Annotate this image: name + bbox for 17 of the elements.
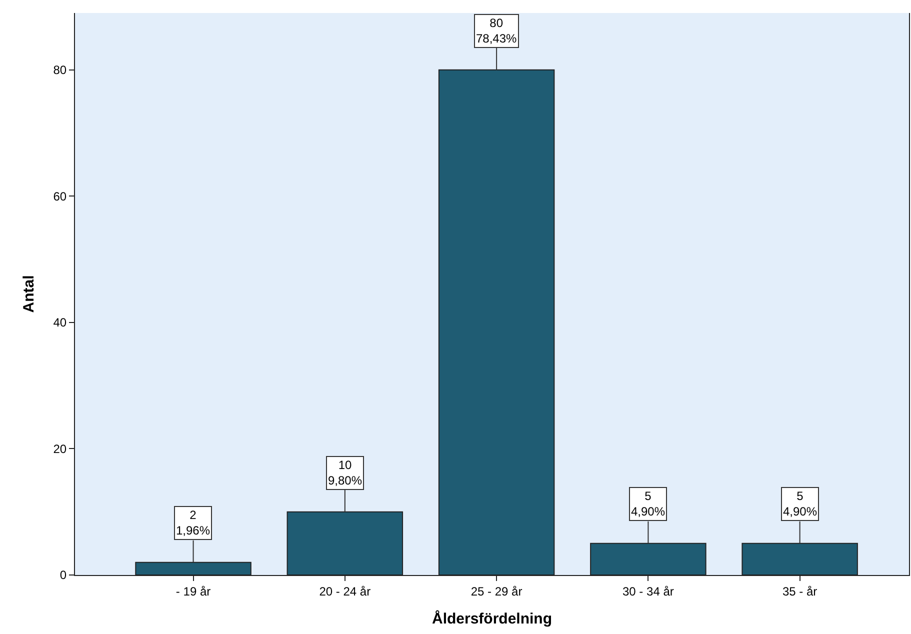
x-tick-label: 30 - 34 år [622, 584, 674, 598]
y-tick-label: 40 [53, 316, 67, 330]
x-tick-label: 25 - 29 år [470, 584, 522, 598]
y-tick-label: 20 [53, 442, 67, 456]
x-axis-title: Åldersfördelning [432, 609, 552, 628]
data-label: 5 4,90% [783, 489, 818, 519]
data-label: 5 4,90% [631, 489, 666, 519]
x-tick-label: 35 - år [782, 584, 818, 598]
y-tick-label: 60 [53, 189, 67, 204]
y-tick-label: 0 [60, 568, 67, 582]
x-tick-label: - 19 år [176, 584, 211, 598]
data-label: 2 1,96% [176, 508, 210, 538]
y-axis-title: Antal [20, 275, 38, 313]
y-tick-label: 80 [53, 63, 67, 78]
x-tick-label: 20 - 24 år [319, 584, 371, 598]
data-label: 80 78,43% [476, 16, 518, 46]
data-label: 10 9,80% [328, 458, 362, 488]
